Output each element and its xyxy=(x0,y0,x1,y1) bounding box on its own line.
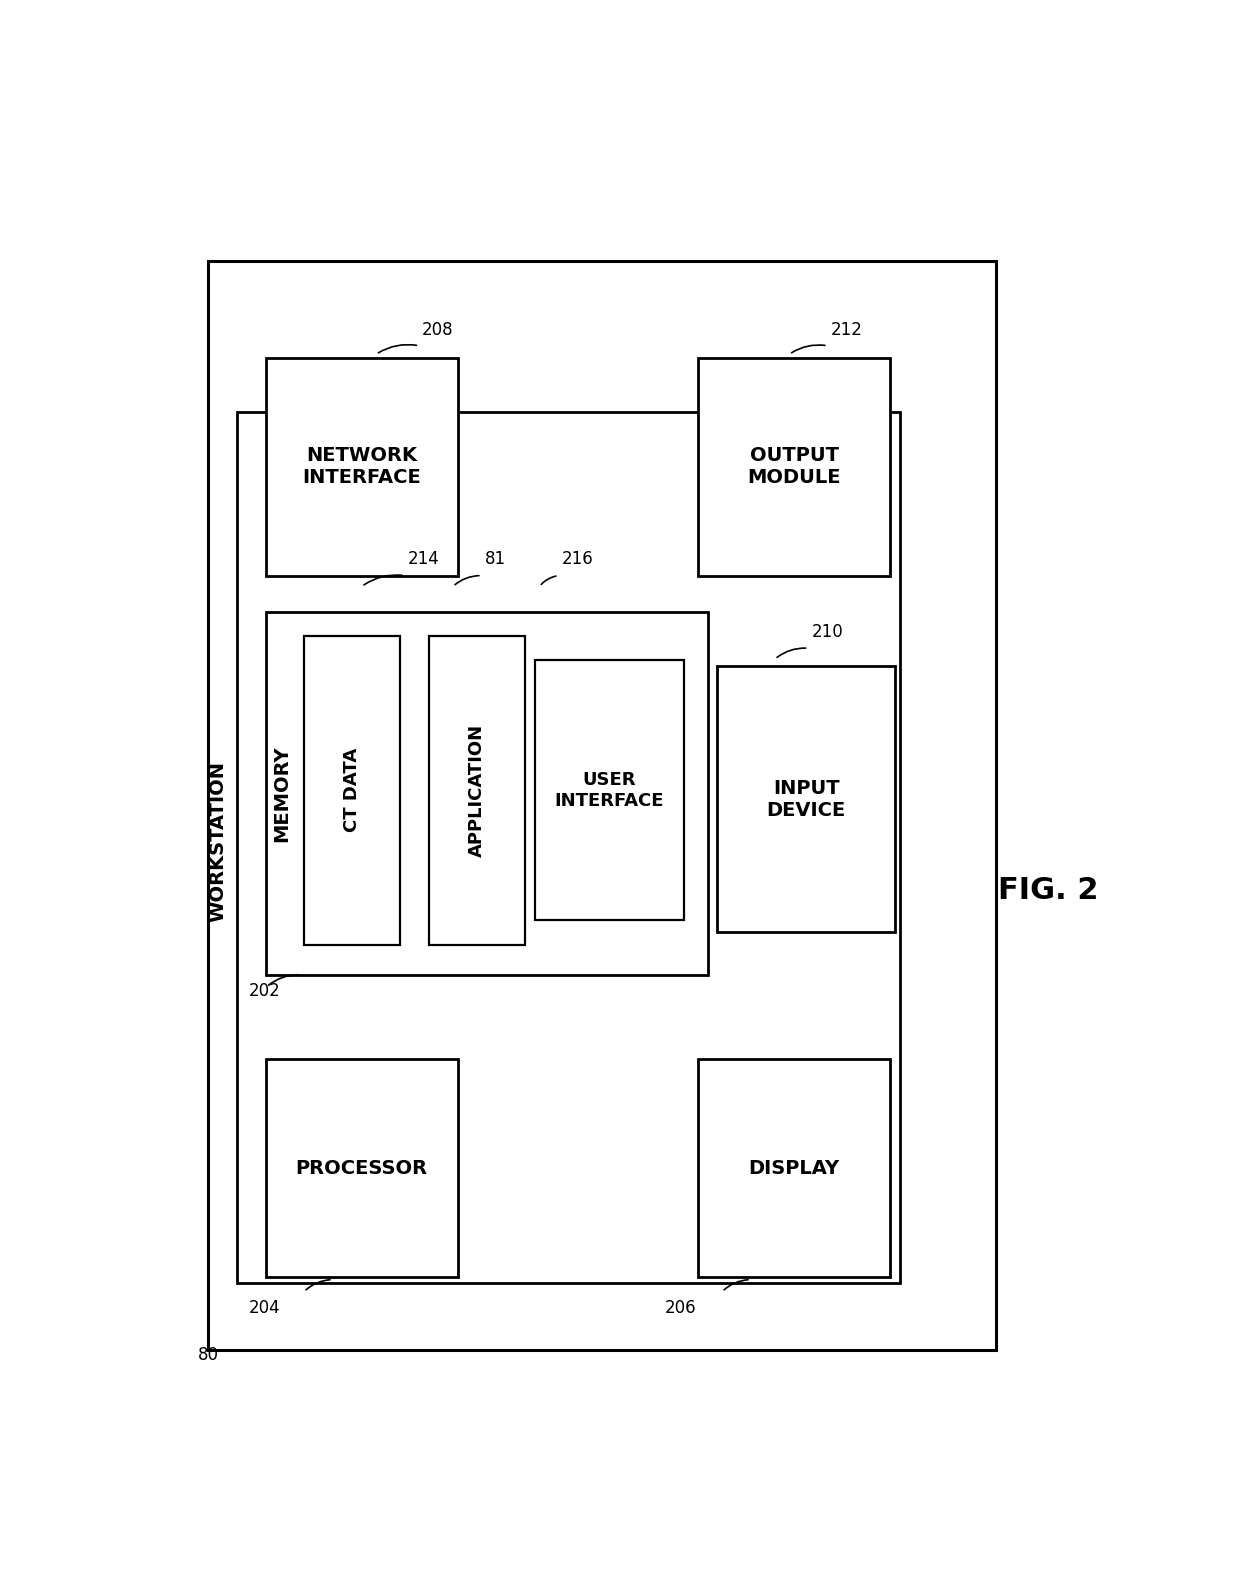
Bar xyxy=(717,666,895,933)
Text: NETWORK
INTERFACE: NETWORK INTERFACE xyxy=(303,446,422,487)
Bar xyxy=(534,660,683,921)
Text: 80: 80 xyxy=(198,1346,219,1364)
Bar xyxy=(698,1059,890,1277)
Bar xyxy=(698,358,890,575)
Text: 214: 214 xyxy=(408,550,439,569)
Text: FIG. 2: FIG. 2 xyxy=(998,875,1099,905)
Bar xyxy=(429,636,525,944)
Text: INPUT
DEVICE: INPUT DEVICE xyxy=(766,779,846,820)
Text: APPLICATION: APPLICATION xyxy=(467,724,486,856)
Text: 206: 206 xyxy=(665,1299,696,1316)
Text: 212: 212 xyxy=(831,320,863,338)
Text: DISPLAY: DISPLAY xyxy=(749,1159,839,1178)
Text: 208: 208 xyxy=(422,320,454,338)
Bar xyxy=(208,261,996,1349)
Bar xyxy=(304,636,401,944)
Text: OUTPUT
MODULE: OUTPUT MODULE xyxy=(748,446,841,487)
Text: USER
INTERFACE: USER INTERFACE xyxy=(554,771,663,809)
Text: CT DATA: CT DATA xyxy=(343,748,361,833)
Text: 202: 202 xyxy=(249,982,281,1001)
Bar xyxy=(265,1059,458,1277)
Text: 81: 81 xyxy=(485,550,506,569)
Bar xyxy=(237,412,900,1284)
Text: WORKSTATION: WORKSTATION xyxy=(208,762,227,922)
Text: 204: 204 xyxy=(249,1299,280,1316)
Text: 210: 210 xyxy=(811,624,843,641)
Bar xyxy=(265,358,458,575)
Text: 216: 216 xyxy=(562,550,593,569)
Text: MEMORY: MEMORY xyxy=(273,745,291,842)
Bar xyxy=(265,613,708,974)
Text: PROCESSOR: PROCESSOR xyxy=(295,1159,428,1178)
